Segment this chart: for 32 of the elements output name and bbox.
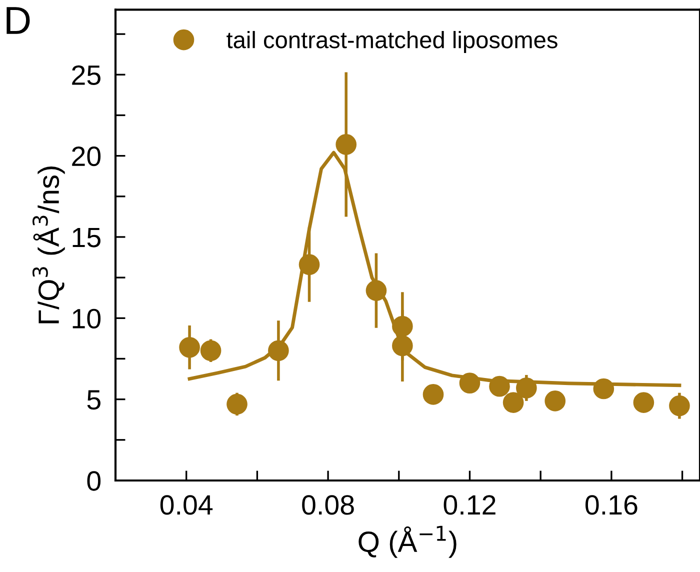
- point: [459, 372, 480, 394]
- y-axis-title: Γ/Q$^{3}$ (Å$^{3}$/ns): [32, 166, 65, 324]
- point: [336, 134, 357, 155]
- point: [392, 335, 413, 356]
- point: [268, 340, 289, 362]
- point: [366, 280, 387, 301]
- point: [593, 378, 614, 400]
- point: [392, 316, 413, 337]
- point: [226, 394, 248, 415]
- point: [200, 340, 222, 362]
- point: [298, 254, 320, 275]
- y-tick-label: 15: [72, 228, 100, 248]
- point: [669, 395, 690, 416]
- point: [489, 376, 510, 397]
- point: [502, 392, 524, 413]
- y-tick-label: 20: [72, 146, 101, 166]
- point: [633, 392, 654, 413]
- legend-label: tail contrast-matched liposomes: [226, 30, 558, 53]
- y-tick-label: 10: [72, 308, 101, 328]
- x-axis-title: Q (Å$^{−1}$): [358, 526, 456, 558]
- y-tick-label: 0: [87, 471, 101, 491]
- x-tick-label: 0.04: [160, 495, 213, 515]
- text: D: [6, 7, 30, 34]
- point: [516, 378, 537, 398]
- x-tick-label: 0.16: [585, 495, 638, 515]
- point: [179, 336, 200, 358]
- x-tick-label: 0.12: [444, 495, 496, 515]
- x-tick-label: 0.08: [302, 495, 354, 515]
- y-tick-label: 25: [72, 65, 100, 85]
- point: [544, 390, 566, 412]
- y-tick-label: 5: [87, 390, 100, 410]
- point: [422, 384, 444, 405]
